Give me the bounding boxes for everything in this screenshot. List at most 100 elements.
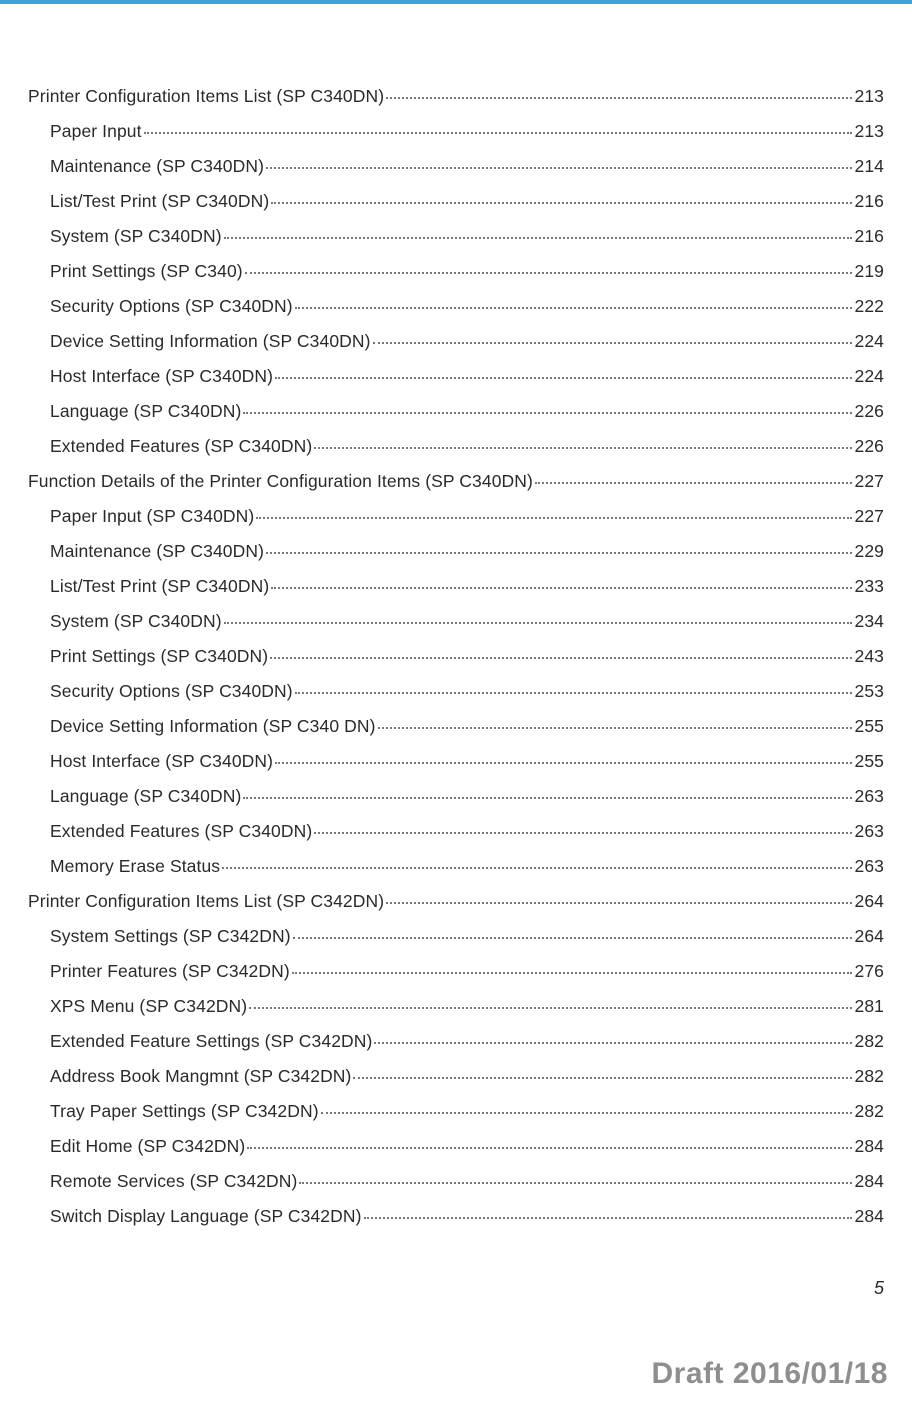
- toc-entry-page: 255: [854, 716, 885, 737]
- toc-entry-title: Security Options (SP C340DN): [50, 296, 293, 317]
- toc-entry-page: 282: [854, 1066, 885, 1087]
- toc-leader-dots: [299, 1182, 851, 1184]
- toc-entry-page: 216: [854, 226, 885, 247]
- toc-row: Device Setting Information (SP C340DN)22…: [28, 331, 884, 352]
- toc-row: Print Settings (SP C340DN) 243: [28, 646, 884, 667]
- toc-entry-page: 253: [854, 681, 885, 702]
- toc-entry-title: List/Test Print (SP C340DN): [50, 191, 269, 212]
- toc-leader-dots: [386, 97, 851, 99]
- toc-entry-page: 282: [854, 1031, 885, 1052]
- toc-entry-page: 284: [854, 1171, 885, 1192]
- toc-entry-page: 263: [854, 786, 885, 807]
- toc-entry-page: 284: [854, 1136, 885, 1157]
- toc-entry-title: Printer Configuration Items List (SP C34…: [28, 86, 384, 107]
- toc-row: Paper Input 213: [28, 121, 884, 142]
- toc-row: XPS Menu (SP C342DN)281: [28, 996, 884, 1017]
- toc-entry-page: 264: [854, 926, 885, 947]
- toc-entry-title: Remote Services (SP C342DN): [50, 1171, 297, 1192]
- toc-entry-title: Extended Feature Settings (SP C342DN): [50, 1031, 372, 1052]
- toc-row: Switch Display Language (SP C342DN) 284: [28, 1206, 884, 1227]
- toc-leader-dots: [275, 377, 851, 379]
- toc-row: Print Settings (SP C340)219: [28, 261, 884, 282]
- toc-entry-page: 234: [854, 611, 885, 632]
- toc-entry-title: Printer Features (SP C342DN): [50, 961, 290, 982]
- toc-leader-dots: [535, 482, 852, 484]
- toc-leader-dots: [224, 622, 852, 624]
- toc-row: List/Test Print (SP C340DN)216: [28, 191, 884, 212]
- toc-entry-page: 214: [854, 156, 885, 177]
- toc-entry-title: Language (SP C340DN): [50, 401, 241, 422]
- toc-entry-title: Host Interface (SP C340DN): [50, 366, 273, 387]
- toc-entry-page: 227: [854, 506, 885, 527]
- toc-row: Tray Paper Settings (SP C342DN) 282: [28, 1101, 884, 1122]
- toc-container: Printer Configuration Items List (SP C34…: [0, 0, 912, 1227]
- toc-leader-dots: [293, 937, 852, 939]
- draft-watermark: Draft 2016/01/18: [652, 1357, 889, 1391]
- toc-leader-dots: [321, 1112, 852, 1114]
- toc-row: Memory Erase Status263: [28, 856, 884, 877]
- toc-entry-page: 224: [854, 331, 885, 352]
- toc-row: Printer Configuration Items List (SP C34…: [28, 891, 884, 912]
- toc-entry-title: Extended Features (SP C340DN): [50, 436, 312, 457]
- toc-entry-title: Maintenance (SP C340DN): [50, 156, 264, 177]
- toc-row: Printer Configuration Items List (SP C34…: [28, 86, 884, 107]
- toc-entry-title: Printer Configuration Items List (SP C34…: [28, 891, 384, 912]
- toc-entry-page: 226: [854, 401, 885, 422]
- toc-leader-dots: [314, 832, 851, 834]
- toc-entry-page: 233: [854, 576, 885, 597]
- toc-entry-page: 224: [854, 366, 885, 387]
- page-number: 5: [874, 1278, 884, 1299]
- toc-entry-title: Switch Display Language (SP C342DN): [50, 1206, 362, 1227]
- toc-entry-title: Security Options (SP C340DN): [50, 681, 293, 702]
- toc-leader-dots: [364, 1217, 852, 1219]
- toc-entry-page: 282: [854, 1101, 885, 1122]
- toc-row: System Settings (SP C342DN)264: [28, 926, 884, 947]
- toc-entry-page: 229: [854, 541, 885, 562]
- toc-row: Extended Features (SP C340DN) 226: [28, 436, 884, 457]
- toc-entry-page: 284: [854, 1206, 885, 1227]
- toc-entry-title: Tray Paper Settings (SP C342DN): [50, 1101, 319, 1122]
- toc-entry-page: 213: [854, 121, 885, 142]
- toc-leader-dots: [271, 202, 851, 204]
- toc-row: Security Options (SP C340DN) 253: [28, 681, 884, 702]
- toc-entry-title: Memory Erase Status: [50, 856, 220, 877]
- toc-row: Security Options (SP C340DN)222: [28, 296, 884, 317]
- toc-entry-page: 276: [854, 961, 885, 982]
- toc-entry-page: 264: [854, 891, 885, 912]
- toc-leader-dots: [353, 1077, 851, 1079]
- toc-leader-dots: [243, 797, 851, 799]
- toc-leader-dots: [270, 657, 851, 659]
- toc-entry-title: Host Interface (SP C340DN): [50, 751, 273, 772]
- toc-row: Address Book Mangmnt (SP C342DN)282: [28, 1066, 884, 1087]
- toc-row: Edit Home (SP C342DN) 284: [28, 1136, 884, 1157]
- toc-row: Host Interface (SP C340DN) 224: [28, 366, 884, 387]
- toc-row: Paper Input (SP C340DN) 227: [28, 506, 884, 527]
- toc-entry-page: 226: [854, 436, 885, 457]
- toc-entry-title: Maintenance (SP C340DN): [50, 541, 264, 562]
- toc-leader-dots: [266, 552, 851, 554]
- toc-entry-title: Edit Home (SP C342DN): [50, 1136, 245, 1157]
- toc-row: Device Setting Information (SP C340 DN) 2…: [28, 716, 884, 737]
- toc-leader-dots: [266, 167, 851, 169]
- toc-row: System (SP C340DN)234: [28, 611, 884, 632]
- toc-entry-title: Paper Input: [50, 121, 142, 142]
- toc-leader-dots: [243, 412, 851, 414]
- toc-leader-dots: [256, 517, 851, 519]
- toc-leader-dots: [378, 727, 852, 729]
- toc-entry-title: Print Settings (SP C340DN): [50, 646, 268, 667]
- toc-leader-dots: [271, 587, 851, 589]
- toc-entry-title: Paper Input (SP C340DN): [50, 506, 254, 527]
- toc-entry-title: Print Settings (SP C340): [50, 261, 243, 282]
- toc-leader-dots: [144, 132, 852, 134]
- toc-entry-page: 243: [854, 646, 885, 667]
- toc-leader-dots: [373, 342, 852, 344]
- toc-entry-title: Device Setting Information (SP C340 DN): [50, 716, 376, 737]
- toc-entry-title: Language (SP C340DN): [50, 786, 241, 807]
- toc-entry-title: List/Test Print (SP C340DN): [50, 576, 269, 597]
- toc-leader-dots: [275, 762, 851, 764]
- toc-row: Maintenance (SP C340DN) 229: [28, 541, 884, 562]
- top-accent-bar: [0, 0, 912, 4]
- toc-row: List/Test Print (SP C340DN) 233: [28, 576, 884, 597]
- toc-leader-dots: [222, 867, 851, 869]
- toc-leader-dots: [292, 972, 852, 974]
